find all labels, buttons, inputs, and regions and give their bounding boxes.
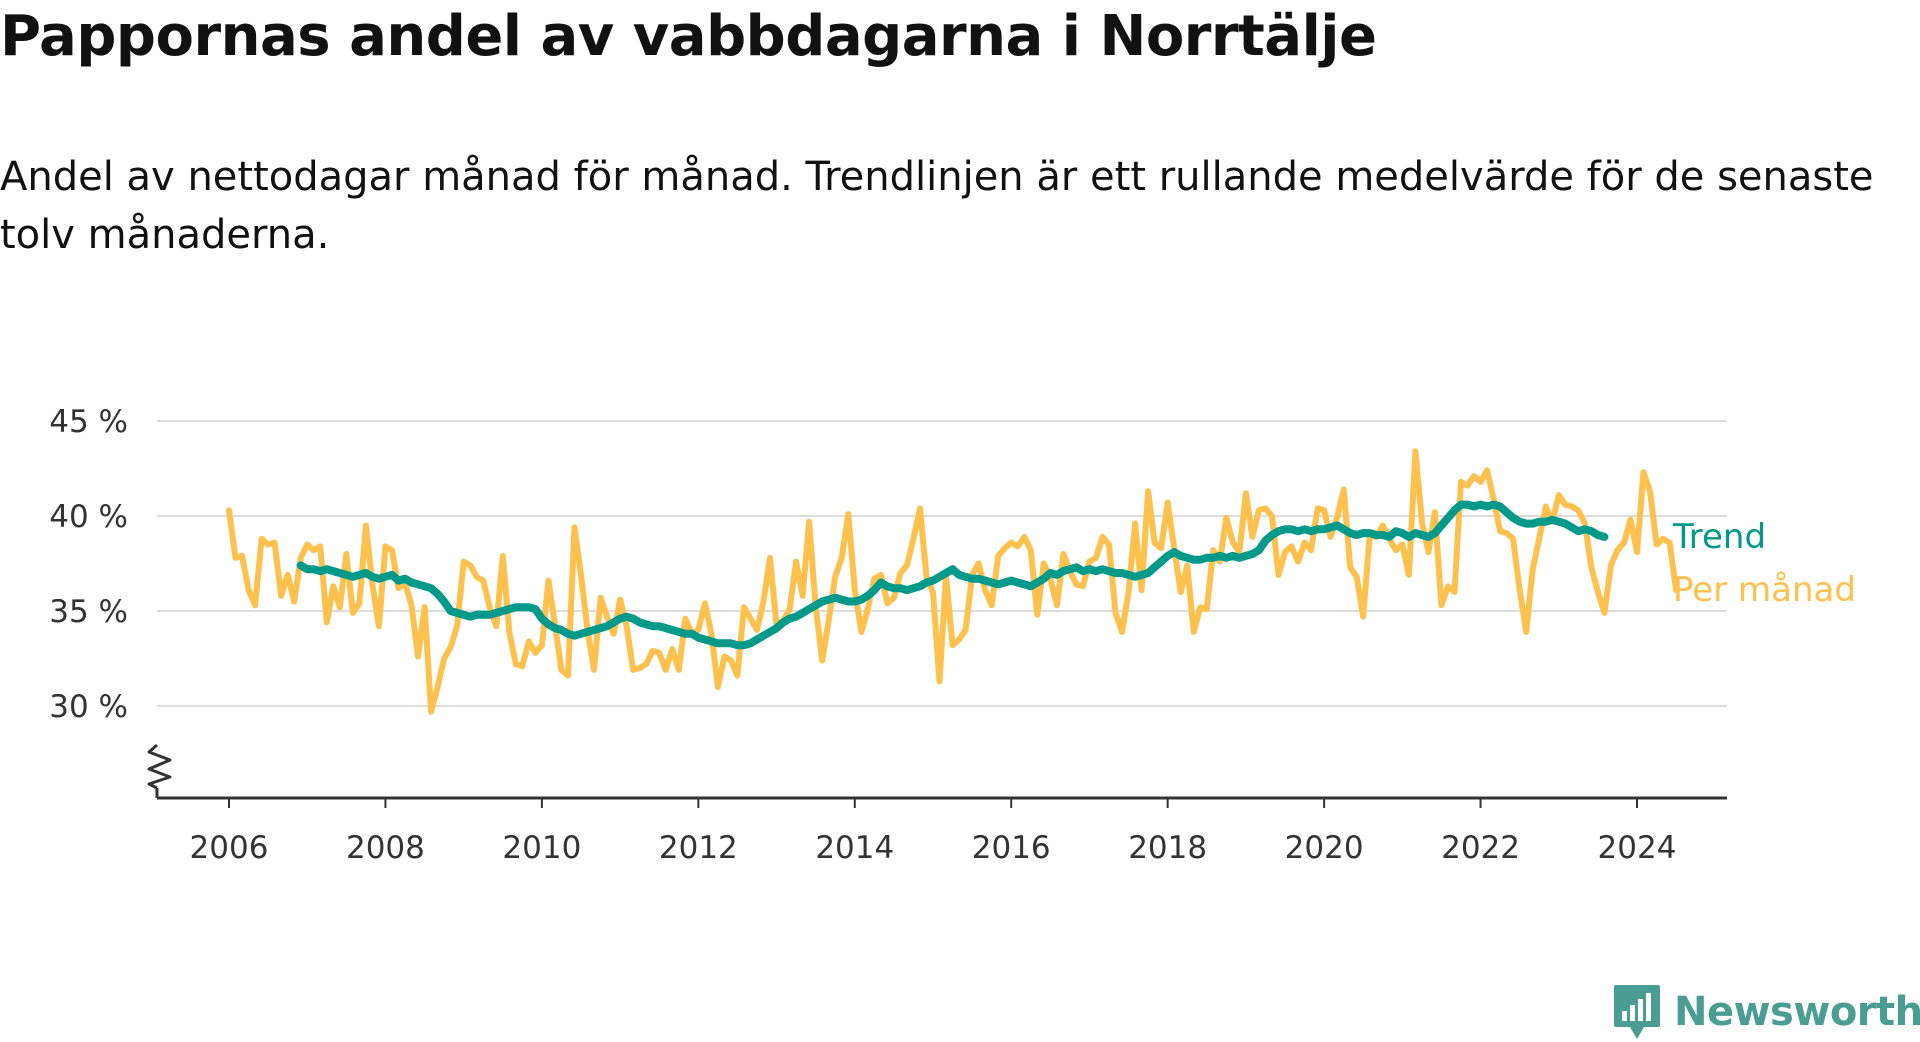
x-axis-tick-labels: 2006 2008 2010 2012 2014 2016 2018 2020 2022 2024	[190, 830, 1677, 866]
monthly-label: Per månad	[1673, 570, 1856, 610]
y-axis-tick-labels: 30 % 35 % 40 % 45 %	[49, 404, 128, 725]
monthly-line	[226, 448, 1680, 715]
x-tick-label: 2008	[346, 830, 425, 866]
newsworthy-logo: Newsworthy	[1612, 982, 1920, 1042]
series-labels: Trend Per månad	[1672, 517, 1856, 610]
x-tick-label: 2014	[815, 830, 894, 866]
y-tick-label: 30 %	[49, 689, 128, 725]
x-axis	[157, 796, 1727, 808]
chart-subtitle: Andel av nettodagar månad för månad. Tre…	[0, 154, 1874, 258]
x-tick-label: 2018	[1128, 830, 1207, 866]
zigzag-mark	[147, 743, 172, 790]
chart-title: Pappornas andel av vabbdagarna i Norrtäl…	[0, 4, 1377, 69]
trend-label: Trend	[1672, 517, 1766, 557]
bar-chart-badge-icon	[1614, 985, 1660, 1039]
x-tick-label: 2016	[972, 830, 1051, 866]
x-tick-label: 2012	[659, 830, 738, 866]
y-tick-label: 35 %	[49, 594, 128, 630]
x-tick-label: 2006	[190, 830, 269, 866]
x-tick-label: 2020	[1285, 830, 1364, 866]
logo-text: Newsworthy	[1674, 989, 1920, 1035]
y-gridlines	[157, 420, 1727, 707]
series-lines	[226, 448, 1680, 715]
y-axis-break-icon	[147, 743, 172, 798]
x-tick-label: 2024	[1598, 830, 1677, 866]
x-tick-label: 2022	[1441, 830, 1520, 866]
y-tick-label: 40 %	[49, 499, 128, 535]
y-tick-label: 45 %	[49, 404, 128, 440]
x-tick-label: 2010	[502, 830, 581, 866]
trend-line	[296, 500, 1609, 650]
